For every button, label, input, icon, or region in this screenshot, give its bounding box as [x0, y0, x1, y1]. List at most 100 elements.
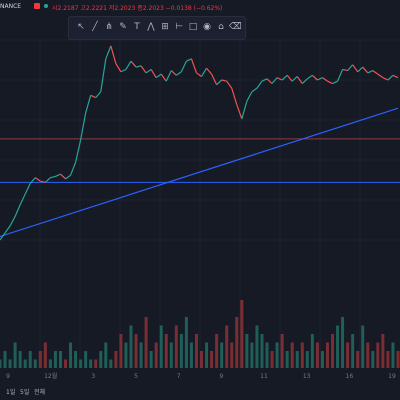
timeframe-1d[interactable]: 1일 [6, 389, 16, 396]
market-status-icon [44, 4, 48, 8]
volume-bar [53, 351, 57, 368]
price-segment [4, 225, 11, 234]
volume-bar [260, 334, 264, 368]
volume-bar [215, 334, 219, 368]
volume-bar [331, 334, 335, 368]
price-segment [221, 79, 227, 82]
price-segment [377, 73, 384, 79]
volume-bar [38, 351, 42, 368]
exchange-flag-icon [34, 3, 40, 9]
measure-icon[interactable]: ⊢ [175, 22, 183, 32]
volume-bar [381, 334, 385, 368]
volume-bar [310, 334, 314, 368]
price-segment [110, 45, 117, 64]
price-segment [291, 76, 298, 82]
price-segment [332, 80, 338, 85]
price-segment [125, 60, 132, 70]
price-segment [155, 73, 162, 79]
price-segment [306, 74, 313, 80]
volume-bar [225, 325, 229, 368]
price-segment [266, 78, 273, 84]
price-segment [186, 58, 192, 62]
price-segment [69, 162, 77, 176]
x-tick-label: 9 [6, 373, 10, 380]
price-segment [301, 78, 308, 84]
price-segment [236, 104, 243, 120]
trash-icon[interactable]: ⌫ [229, 22, 242, 32]
price-segment [24, 183, 31, 195]
x-tick-label: 9 [219, 373, 223, 380]
price-segment [362, 66, 369, 74]
ohlc-readout: 시2.2187 고2.2221 저2.2023 종2.2023 −0.0138 … [52, 5, 223, 12]
volume-bar [28, 351, 32, 368]
volume-bar [154, 342, 158, 368]
timeframe-bar: 1일 5일 전체 [0, 384, 400, 400]
price-segment [231, 88, 238, 105]
price-segment [387, 74, 394, 81]
price-segment [90, 94, 96, 99]
price-segment [160, 73, 167, 82]
price-segment [145, 68, 152, 74]
volume-bar [250, 342, 254, 368]
x-tick-label: 7 [177, 373, 181, 380]
price-segment [60, 173, 66, 180]
volume-bar [139, 342, 143, 368]
volume-bar [79, 359, 83, 368]
volume-bar [194, 334, 198, 368]
price-segment [206, 67, 213, 75]
volume-bar [169, 342, 173, 368]
volume-bar [18, 351, 22, 368]
volume-bar [270, 351, 274, 368]
brush-icon[interactable]: ✎ [119, 22, 127, 32]
price-segment [357, 66, 364, 73]
price-segment [150, 69, 157, 78]
timeframe-all[interactable]: 전체 [34, 389, 46, 396]
price-segment [322, 77, 328, 82]
pitchfork-icon[interactable]: ⋔ [105, 22, 113, 32]
volume-bar [8, 359, 12, 368]
price-segment [74, 139, 82, 163]
volume-bar [124, 342, 128, 368]
text-icon[interactable]: T [134, 22, 140, 32]
volume-bar [235, 317, 239, 368]
price-segment [65, 174, 71, 180]
price-segment [196, 72, 202, 77]
price-segment [392, 74, 399, 79]
volume-bar [174, 325, 178, 368]
price-segment [261, 78, 268, 82]
price-segment [201, 67, 208, 77]
projection-icon[interactable]: ⊞ [161, 22, 169, 32]
price-segment [251, 87, 258, 93]
volume-bar [119, 334, 123, 368]
volume-bar [371, 351, 375, 368]
price-segment [382, 77, 389, 81]
trendline[interactable] [0, 107, 399, 238]
lock-icon[interactable]: ⌂ [218, 22, 224, 32]
price-segment [352, 64, 359, 73]
trendline-icon[interactable]: ╱ [92, 22, 98, 32]
rectangle-icon[interactable]: □ [188, 22, 198, 32]
cursor-icon[interactable]: ↖ [77, 22, 85, 32]
price-segment [29, 177, 36, 184]
volume-bar [346, 342, 350, 368]
volume-bar [129, 325, 133, 368]
volume-bar [336, 325, 340, 368]
eye-icon[interactable]: ◉ [203, 22, 211, 32]
pattern-icon[interactable]: ⋀ [147, 22, 155, 32]
x-tick-label: 13 [303, 373, 311, 380]
volume-bar [255, 325, 259, 368]
volume-bar [325, 342, 329, 368]
price-segment [180, 60, 187, 73]
timeframe-5d[interactable]: 5일 [20, 389, 30, 396]
price-segment [317, 77, 323, 81]
volume-bar [23, 359, 27, 368]
volume-bar [230, 342, 234, 368]
price-segment [372, 70, 379, 75]
price-segment [85, 95, 92, 114]
volume-bar [164, 334, 168, 368]
x-tick-label: 3 [91, 373, 95, 380]
volume-bar [13, 342, 17, 368]
price-segment [130, 60, 137, 68]
